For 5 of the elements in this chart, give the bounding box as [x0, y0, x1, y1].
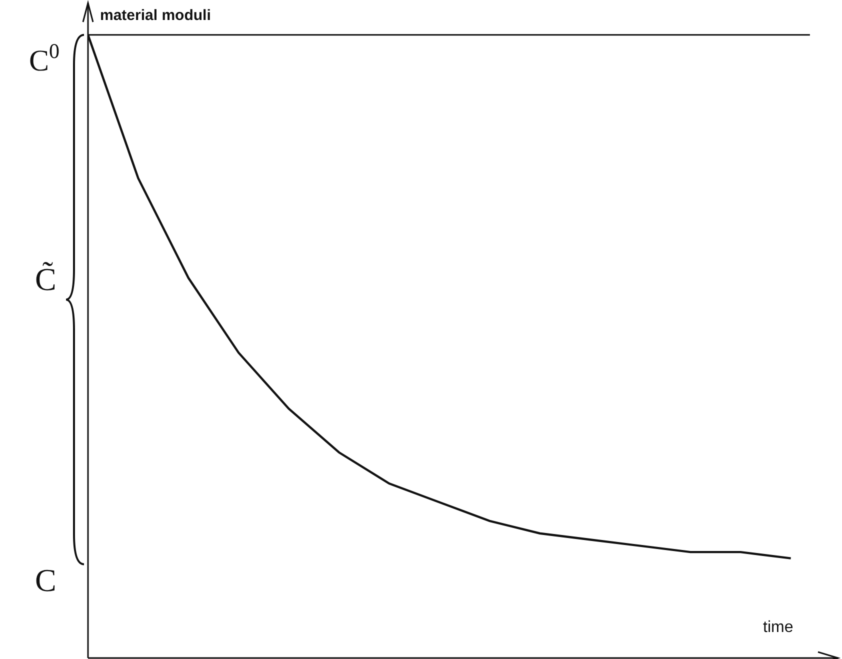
y-axis-title: material moduli: [100, 7, 211, 24]
text: C: [35, 562, 56, 598]
text: C̃: [35, 261, 56, 297]
x-axis-title: time: [763, 619, 794, 636]
ref-line-label: C$^{0}$: [29, 39, 60, 78]
